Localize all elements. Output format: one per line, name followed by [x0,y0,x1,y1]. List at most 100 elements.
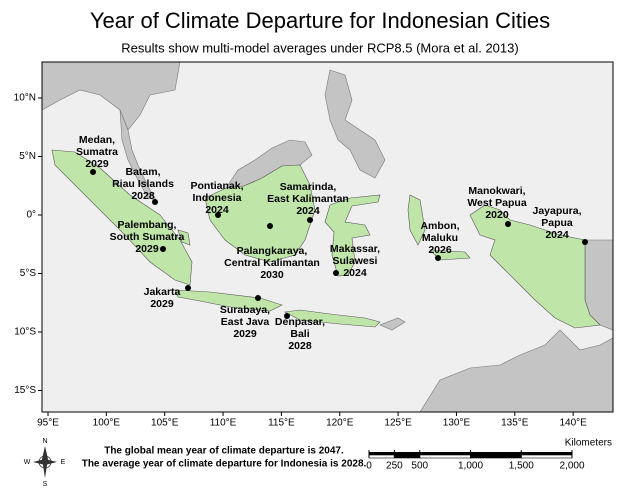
city-dot [160,246,166,252]
lon-label: 135°E [501,418,529,429]
title: Year of Climate Departure for Indonesian… [90,8,550,33]
scale-label: 1,000 [458,461,483,472]
land [42,62,613,412]
philippines [324,69,386,179]
scale-segment [419,454,471,459]
city-dot [505,221,511,227]
city-name: Central Kalimantan [224,257,320,269]
city-year: 2028 [131,190,155,202]
city-year: 2024 [296,205,320,217]
note: The average year of climate departure fo… [82,459,367,470]
lat-label: 15°S [14,385,36,396]
city-dot [185,285,191,291]
compass-letter: N [42,438,47,445]
city-name: Samarinda, [280,181,337,193]
scale-segment [419,452,471,455]
city-dot [307,217,313,223]
city-name: East Java [221,316,270,328]
scale-bar: 0 250 500 1,000 1,500 2,000 [366,450,585,472]
scale-segment [520,454,573,459]
lon-label: 115°E [268,418,295,429]
city-year: 2028 [288,340,312,352]
scale-segment [369,452,395,455]
city-name: East Kalimantan [267,193,349,205]
city-name: Medan, [79,134,115,146]
papua [469,204,601,329]
city-dot [284,313,290,319]
city-dot [582,239,588,245]
compass-needle [33,459,57,465]
city-year: 2029 [150,298,174,310]
map-border [41,61,614,413]
scale-segment [394,454,421,459]
city-name: Denpasar, [275,316,325,328]
city-name: Ambon, [420,220,459,232]
lon-label: 110°E [210,418,237,429]
city-year: 2024 [545,229,569,241]
scale-segment [368,454,395,459]
city-year: 2020 [485,209,509,221]
city-year: 2024 [343,267,367,279]
lat-label: 10°S [14,327,36,338]
city-name: Manokwari, [468,185,525,197]
scale-label: 1,500 [509,461,534,472]
city-dot [267,223,273,229]
city-dot [90,169,96,175]
city-name: Surabaya, [220,304,270,316]
kalimantan [204,164,316,263]
sulawesi [324,194,381,277]
scale-segment [521,452,572,455]
city-year: 2030 [260,269,284,281]
city-name: West Papua [467,197,526,209]
compass-letter: E [61,459,66,466]
lat-label: 5°S [20,268,37,279]
city-name: Jakarta [144,286,181,298]
city-name: Bali [290,328,309,340]
city-dot [152,199,158,205]
city-name: South Sumatra [110,231,185,243]
graticule: 10°N 5°N 0° 5°S 10°S 15°S 95°E 100°E 105°E 110°E 1… [14,93,587,429]
lat-label: 10°N [14,93,36,104]
city-name: Pontianak, [190,180,243,192]
scale-label: 500 [411,461,428,472]
lat-label: 0° [26,210,36,221]
city-name: Indonesia [192,192,241,204]
lesser-sunda [284,309,381,328]
city-year: 2024 [205,204,229,216]
city-name: Batam, [125,166,160,178]
scale-segment [470,454,522,459]
city-name: Sulawesi [333,255,378,267]
city-name: Papua [541,217,573,229]
city-name: Sumatra [76,146,118,158]
timor-leste [379,317,406,331]
scale-label: 2,000 [559,461,584,472]
city-year: 2029 [85,158,109,170]
subtitle: Results show multi-model averages under … [121,40,518,55]
city-dot [255,295,261,301]
city-name: Jayapura, [532,205,581,217]
compass-ring [38,455,52,469]
scale-label: 0 [366,461,372,472]
city-name: Maluku [422,232,458,244]
scale-label: 250 [386,461,403,472]
lon-label: 100°E [93,418,121,429]
australia [419,329,613,412]
java [174,289,283,312]
city-year: 2026 [428,244,452,256]
compass: N E S W [24,438,66,488]
lon-label: 130°E [443,418,471,429]
city-year: 2029 [135,243,159,255]
sumatra [51,149,193,286]
city-name: Palembang, [118,219,177,231]
bangka [177,229,191,246]
scale-unit: Kilometers [565,438,612,449]
maluku [407,194,426,246]
lon-label: 95°E [37,418,59,429]
compass-letter: W [24,459,31,466]
lon-label: 140°E [559,418,587,429]
city-name: Palangkaraya, [237,245,308,257]
city-name: Makassar, [330,243,380,255]
